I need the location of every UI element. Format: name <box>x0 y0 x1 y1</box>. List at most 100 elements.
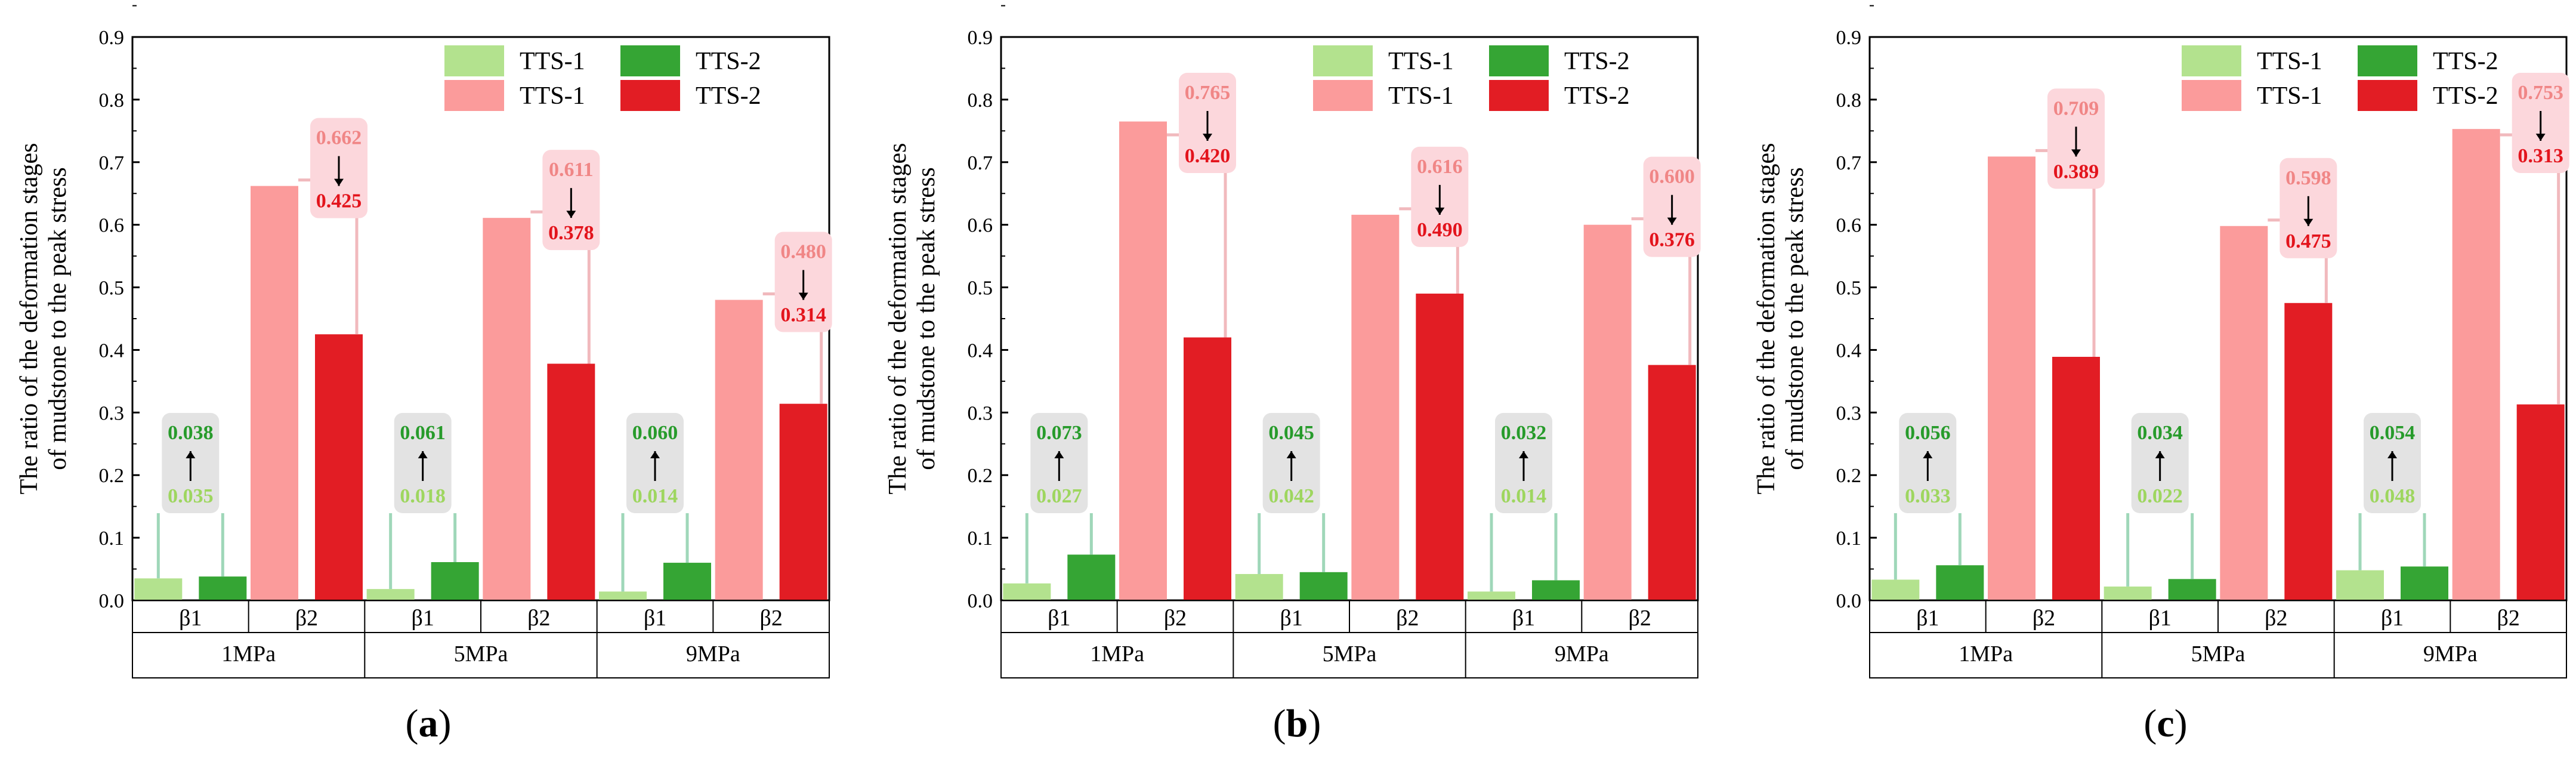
group-label: 9MPa <box>2423 641 2478 667</box>
beta1-tts1-bar <box>1871 579 1920 600</box>
beta1-tts2-bar <box>199 576 247 600</box>
y-axis-label-line2: of mudstone to the peak stress <box>44 167 72 470</box>
y-tick-label: 0.8 <box>99 90 125 112</box>
legend-swatch <box>2358 45 2417 76</box>
param-label: β2 <box>759 606 782 631</box>
annotation-arrow-down-head <box>1667 217 1677 225</box>
panel-label-close-paren: ) <box>2175 702 2188 745</box>
annotation-arrow-up-head <box>650 451 660 458</box>
panel-label-open-paren: ( <box>2143 702 2157 745</box>
y-axis-label-line1: The ratio of the deformation stages <box>884 143 912 495</box>
y-tick-label: 0.9 <box>968 27 993 49</box>
y-axis-label-line1: The ratio of the deformation stages <box>16 143 43 495</box>
param-label: β1 <box>2381 606 2404 631</box>
param-label: β1 <box>2148 606 2171 631</box>
y-tick-label: 0.5 <box>99 277 125 300</box>
beta2-annotation-top-value: 0.753 <box>2518 82 2563 104</box>
beta2-annotation-top-value: 0.611 <box>549 159 594 181</box>
group-label: 9MPa <box>1555 641 1609 667</box>
panel-a-chart: The ratio of the deformation stages of mu… <box>16 5 832 745</box>
annotation-arrow-up-head <box>1923 451 1933 458</box>
y-tick-label: 0.0 <box>1836 590 1862 612</box>
beta2-annotation-bottom-value: 0.490 <box>1417 219 1463 241</box>
beta1-annotation-top-value: 0.056 <box>1905 422 1951 444</box>
legend-swatch <box>444 45 504 76</box>
beta1-annotation-bottom-value: 0.042 <box>1268 485 1314 507</box>
beta1-tts1-bar <box>1235 573 1283 600</box>
param-label: β1 <box>644 606 666 631</box>
y-tick-label: 0.8 <box>1836 90 1862 112</box>
annotation-arrow-down-head <box>2535 134 2546 141</box>
beta2-annotation-top-value: 0.616 <box>1417 156 1463 178</box>
y-tick-label: 0.0 <box>968 590 993 612</box>
y-tick-label: 0.5 <box>1836 277 1862 300</box>
panel-c-chart: The ratio of the deformation stages of mu… <box>1753 5 2569 745</box>
param-label: β1 <box>179 606 202 631</box>
beta2-tts1-bar <box>483 218 531 600</box>
y-tick-label: 0.3 <box>968 402 993 424</box>
legend-label: TTS-2 <box>2433 48 2498 75</box>
legend-swatch <box>1313 45 1373 76</box>
beta1-annotation-bottom-value: 0.014 <box>1501 485 1547 507</box>
panel-label-letter: a <box>419 702 438 745</box>
annotation-arrow-down-head <box>566 211 576 218</box>
y-axis-label-line1: The ratio of the deformation stages <box>1753 143 1780 495</box>
annotation-arrow-down-head <box>1203 134 1212 141</box>
y-tick-label: 0.4 <box>1836 340 1862 362</box>
group-label: 1MPa <box>1959 641 2013 667</box>
y-tick-label: 0.2 <box>99 465 125 487</box>
annotation-arrow-up-head <box>1286 451 1296 458</box>
legend-label: TTS-1 <box>520 82 585 110</box>
beta2-tts2-bar <box>547 363 595 600</box>
beta2-tts1-bar <box>251 186 298 600</box>
y-tick-label: 0.3 <box>99 402 125 424</box>
param-label: β2 <box>1396 606 1419 631</box>
beta2-annotation-bottom-value: 0.313 <box>2518 145 2563 167</box>
param-label: β2 <box>527 606 550 631</box>
annotation-arrow-up-head <box>1054 451 1064 458</box>
param-label: β1 <box>1280 606 1302 631</box>
legend-swatch <box>2182 80 2241 111</box>
legend-label: TTS-1 <box>2257 48 2322 75</box>
beta2-annotation-top-value: 0.598 <box>2285 167 2331 189</box>
beta1-tts2-bar <box>1532 580 1580 600</box>
group-label: 9MPa <box>686 641 740 667</box>
beta2-tts1-bar <box>715 300 763 600</box>
y-tick-label: 0.2 <box>1836 465 1862 487</box>
y-tick-label: 0.9 <box>1836 27 1862 49</box>
beta2-annotation-bottom-value: 0.378 <box>548 222 594 244</box>
beta1-annotation-bottom-value: 0.027 <box>1036 485 1082 507</box>
legend-swatch <box>1313 80 1373 111</box>
panel-label-letter: b <box>1286 702 1308 745</box>
y-tick-label: 0.6 <box>1836 215 1862 237</box>
panel-label: (b) <box>1273 702 1321 745</box>
annotation-arrow-up-head <box>186 451 196 458</box>
legend-label: TTS-2 <box>696 48 761 75</box>
beta1-annotation-bottom-value: 0.014 <box>632 485 678 507</box>
beta2-tts2-bar <box>2052 356 2100 600</box>
beta2-tts2-bar <box>315 334 363 600</box>
legend-label: TTS-2 <box>2433 82 2498 110</box>
param-label: β2 <box>1164 606 1187 631</box>
legend-swatch <box>2358 80 2417 111</box>
beta1-annotation-top-value: 0.038 <box>168 422 214 444</box>
legend-swatch <box>1489 80 1549 111</box>
group-row-frame <box>1869 632 2567 678</box>
beta2-tts1-bar <box>1583 224 1632 601</box>
beta2-tts2-bar <box>2516 404 2565 600</box>
beta2-annotation-top-value: 0.480 <box>780 241 826 263</box>
y-axis-label-line2: of mudstone to the peak stress <box>913 167 940 470</box>
panel-label-close-paren: ) <box>1308 702 1321 745</box>
y-tick-label: 0.2 <box>968 465 993 487</box>
panel-label-letter: c <box>2157 702 2174 745</box>
legend-label: TTS-1 <box>1388 48 1454 75</box>
beta1-tts1-bar <box>1003 583 1051 600</box>
legend-label: TTS-2 <box>1564 48 1630 75</box>
beta1-tts2-bar <box>2401 566 2448 600</box>
beta1-annotation-bottom-value: 0.018 <box>400 485 446 507</box>
beta2-tts2-bar <box>1184 337 1231 600</box>
beta1-annotation-bottom-value: 0.035 <box>168 485 214 507</box>
group-label: 1MPa <box>1090 641 1144 667</box>
beta2-tts1-bar <box>1119 121 1167 601</box>
